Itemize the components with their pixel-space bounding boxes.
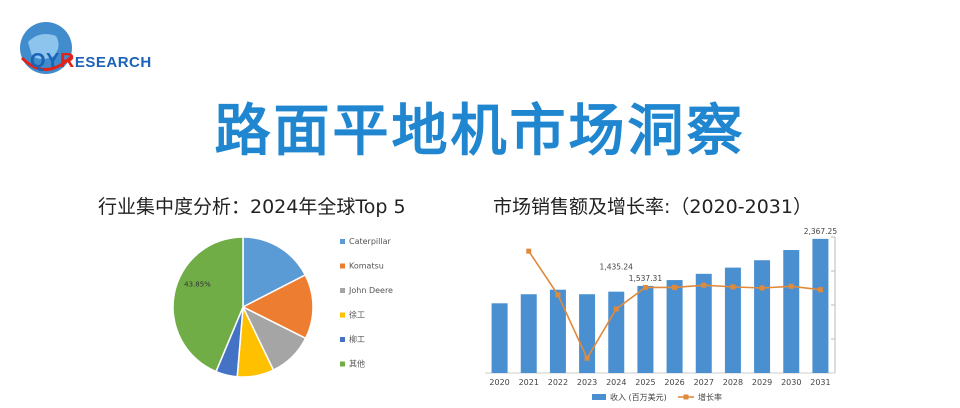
revenue-bar: [695, 273, 712, 373]
pie-slice: [241, 273, 314, 340]
brand-rest: ESEARCH: [74, 54, 152, 71]
legend-swatch: [340, 263, 345, 269]
growth-point: [817, 287, 823, 293]
x-tick-label: 2030: [781, 378, 801, 387]
x-tick-label: 2020: [489, 378, 509, 387]
brand-r: R: [59, 50, 75, 72]
legend-swatch: [340, 312, 345, 318]
growth-point: [555, 292, 561, 298]
pie-data-label: 43.85%: [184, 280, 211, 288]
growth-point: [788, 283, 794, 289]
growth-point: [672, 284, 678, 290]
legend-label: 增长率: [698, 392, 722, 402]
revenue-bar: [754, 260, 771, 373]
revenue-bar: [637, 285, 654, 373]
bar-data-label: 2,367.25: [804, 227, 838, 236]
revenue-bar: [520, 294, 537, 373]
bar-data-label: 1,435.24: [600, 263, 634, 272]
legend-label: 收入 (百万美元): [610, 392, 667, 402]
legend-label: John Deere: [348, 286, 393, 295]
x-tick-label: 2031: [810, 378, 830, 387]
pie-slice: [242, 236, 307, 309]
legend-label: 徐工: [349, 310, 365, 320]
legend-label: Komatsu: [349, 262, 384, 271]
x-tick-label: 2027: [694, 378, 714, 387]
legend-swatch: [592, 394, 606, 400]
brand-wordmark: QYRESEARCH: [30, 50, 152, 73]
pie-subtitle: 行业集中度分析：2024年全球Top 5: [98, 196, 406, 218]
x-tick-label: 2022: [548, 378, 568, 387]
brand-q: QY: [30, 50, 60, 72]
x-tick-label: 2024: [606, 378, 626, 387]
revenue-bar: [724, 267, 741, 373]
x-tick-label: 2028: [723, 378, 743, 387]
revenue-bar: [783, 250, 800, 373]
revenue-bar: [579, 294, 596, 373]
growth-point: [642, 284, 648, 290]
x-tick-label: 2021: [519, 378, 539, 387]
revenue-growth-chart: 2020 2021 2022 2023 2024 2025 2026 2027 2028 2029…: [485, 227, 838, 402]
growth-point: [584, 355, 590, 361]
legend-swatch: [340, 361, 345, 367]
x-tick-label: 2023: [577, 378, 597, 387]
revenue-bar: [491, 303, 508, 373]
qyresearch-logo: [10, 12, 160, 82]
bar-subtitle: 市场销售额及增长率:（2020-2031）: [493, 196, 812, 218]
growth-point: [701, 282, 707, 288]
legend-swatch: [340, 239, 345, 244]
legend-label: 其他: [349, 359, 365, 369]
x-tick-label: 2025: [635, 378, 655, 387]
revenue-bar: [608, 291, 625, 373]
legend-swatch: [340, 337, 345, 342]
legend-label: 柳工: [349, 334, 365, 344]
pie-slice: [172, 236, 244, 373]
globe-icon: [20, 22, 74, 74]
growth-point: [613, 306, 619, 312]
bar-data-label: 1,537.31: [629, 274, 663, 283]
growth-point: [730, 284, 736, 290]
x-tick-label: 2029: [752, 378, 772, 387]
page-title: 路面平地机市场洞察: [214, 99, 746, 164]
revenue-bar: [812, 238, 829, 373]
growth-point: [759, 285, 765, 291]
x-tick-label: 2026: [664, 378, 684, 387]
growth-point: [526, 248, 532, 254]
legend-swatch: [340, 288, 345, 293]
legend-label: Caterpillar: [349, 237, 391, 246]
legend-line-marker: [683, 394, 689, 400]
revenue-bar: [549, 289, 566, 373]
revenue-bar: [666, 280, 683, 373]
